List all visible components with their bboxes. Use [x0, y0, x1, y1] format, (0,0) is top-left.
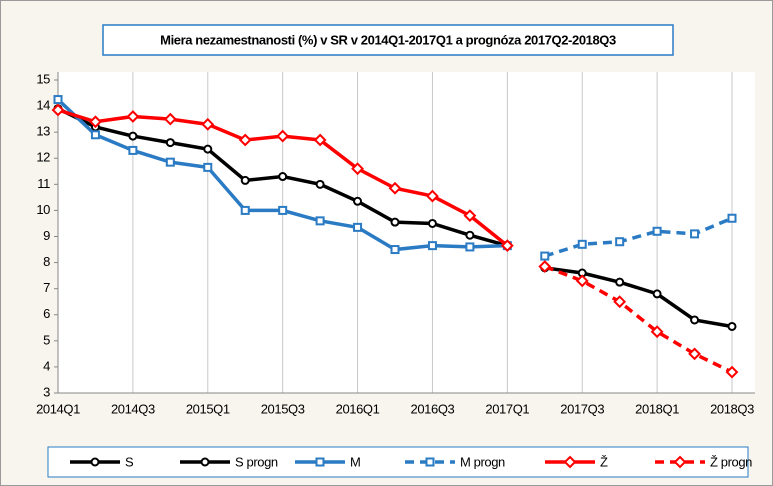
y-tick-label: 15 [36, 71, 50, 86]
plot-area [58, 72, 755, 393]
marker [163, 112, 177, 126]
marker [315, 457, 325, 467]
marker [690, 315, 700, 325]
x-tick-label: 2015Q3 [261, 401, 305, 416]
marker [427, 218, 437, 228]
chart-title: Miera nezamestnanosti (%) v SR v 2014Q1-… [160, 32, 616, 47]
marker [652, 289, 662, 299]
y-tick-label: 10 [36, 202, 50, 217]
series-line [544, 266, 733, 329]
y-tick-label: 11 [37, 176, 50, 191]
legend-label: Ž [600, 454, 608, 469]
marker [200, 457, 210, 467]
marker [463, 209, 477, 223]
marker [90, 130, 100, 140]
y-tick-label: 6 [43, 306, 50, 321]
x-tick-label: 2018Q1 [635, 401, 679, 416]
x-tick-label: 2014Q1 [36, 401, 80, 416]
marker [390, 217, 400, 227]
marker [238, 133, 252, 147]
legend-box [47, 446, 749, 478]
marker [89, 115, 102, 129]
marker [500, 239, 514, 253]
marker [203, 162, 213, 172]
series-line [544, 264, 733, 374]
marker [313, 133, 327, 147]
y-tick-label: 9 [43, 228, 50, 243]
marker [351, 162, 364, 176]
marker [650, 325, 664, 339]
y-tick-label: 8 [43, 254, 50, 269]
marker [90, 457, 100, 467]
y-tick-label: 4 [43, 358, 50, 373]
legend-label: M progn [460, 454, 505, 469]
marker [538, 260, 552, 273]
y-tick-label: 7 [43, 280, 50, 295]
marker [575, 274, 589, 288]
marker [727, 321, 737, 331]
marker [315, 216, 325, 226]
marker [128, 131, 138, 141]
series-line [544, 216, 733, 258]
marker [51, 103, 65, 117]
y-tick-label: 3 [43, 384, 50, 399]
marker [353, 222, 363, 232]
y-tick-label: 13 [36, 124, 50, 139]
marker [126, 110, 140, 123]
x-tick-label: 2017Q3 [560, 401, 604, 416]
marker [278, 172, 288, 182]
marker [727, 213, 737, 223]
marker [53, 95, 63, 105]
x-tick-label: 2016Q3 [411, 401, 455, 416]
x-tick-label: 2017Q1 [485, 401, 529, 416]
marker [128, 145, 138, 155]
marker [390, 245, 400, 255]
marker [165, 138, 175, 148]
marker [615, 277, 625, 287]
y-tick-label: 12 [36, 150, 50, 165]
marker [276, 129, 290, 143]
marker [725, 365, 739, 379]
marker [673, 455, 687, 469]
x-tick-label: 2016Q1 [336, 401, 380, 416]
marker [465, 242, 475, 252]
marker [577, 239, 587, 249]
title-box [102, 24, 674, 56]
marker [540, 251, 550, 261]
marker [652, 226, 662, 236]
x-tick-label: 2018Q3 [710, 401, 754, 416]
marker [240, 175, 250, 185]
marker [563, 455, 577, 469]
y-tick-label: 5 [43, 332, 50, 347]
marker [688, 347, 701, 361]
legend-label: M [350, 454, 360, 469]
marker [240, 205, 250, 215]
marker [201, 117, 215, 131]
marker [165, 157, 175, 167]
marker [690, 229, 700, 239]
marker [278, 205, 288, 215]
x-tick-label: 2015Q1 [186, 401, 230, 416]
x-tick-label: 2014Q3 [111, 401, 155, 416]
marker [426, 189, 439, 203]
marker [613, 295, 627, 309]
marker [315, 179, 325, 189]
legend-label: S progn [235, 454, 278, 469]
marker [353, 196, 363, 206]
marker [203, 144, 213, 154]
marker [427, 241, 437, 251]
marker [465, 230, 475, 240]
marker [425, 457, 435, 467]
y-tick-label: 14 [36, 98, 50, 113]
marker [388, 181, 402, 195]
legend-label: Ž progn [710, 454, 752, 469]
marker [615, 237, 625, 247]
legend-label: S [125, 454, 134, 469]
